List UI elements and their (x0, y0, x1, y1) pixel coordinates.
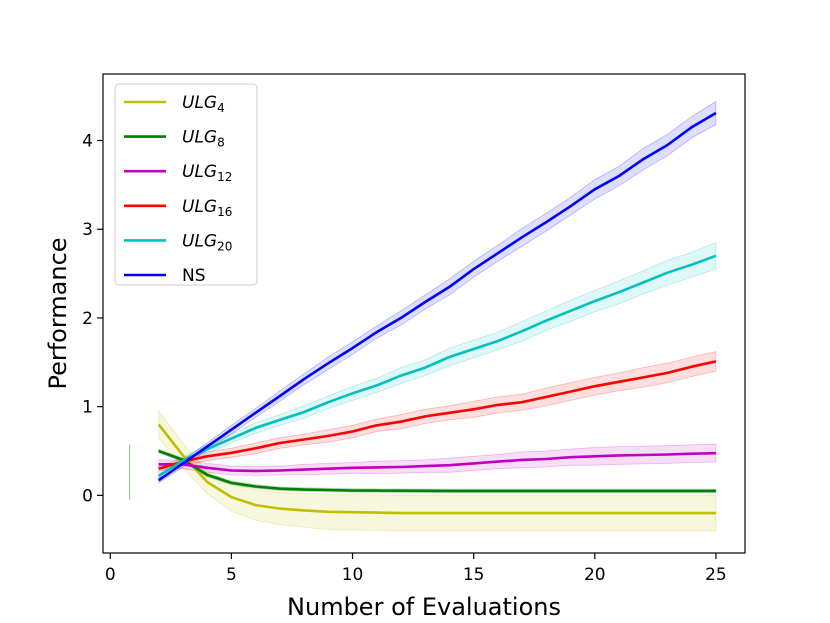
y-axis-ticks: 0 1 2 3 4 (82, 132, 103, 506)
legend-label: NS (182, 266, 206, 286)
x-axis-label: Number of Evaluations (287, 593, 561, 621)
y-tick-label: 4 (82, 132, 93, 152)
band-ulg12 (158, 443, 717, 476)
series-line-ns (157, 111, 717, 482)
legend-label: ULG12 (182, 162, 232, 184)
legend-label: ULG20 (182, 231, 232, 253)
x-tick-label: 0 (105, 565, 116, 585)
y-tick-label: 3 (82, 220, 93, 240)
band-ulg4 (158, 409, 717, 532)
x-tick-label: 10 (342, 565, 364, 585)
x-axis-ticks: 0 5 10 15 20 25 (105, 553, 727, 585)
legend-box (114, 83, 258, 286)
series-line-ulg20 (158, 254, 717, 477)
band-ulg8 (158, 448, 717, 494)
band-ulg20 (158, 241, 717, 480)
x-tick-label: 25 (705, 565, 727, 585)
series-line-ulg16 (158, 360, 717, 470)
series-lines (157, 111, 717, 515)
x-tick-label: 15 (463, 565, 485, 585)
y-tick-label: 2 (82, 309, 93, 329)
plot-frame (102, 73, 746, 554)
series-line-ulg4 (157, 423, 716, 515)
y-tick-label: 0 (82, 486, 93, 506)
legend-label: ULG4 (182, 93, 225, 115)
x-tick-label: 5 (226, 565, 237, 585)
y-tick-label: 1 (82, 398, 93, 418)
legend: ULG4 ULG8 ULG12 ULG16 ULG20 NS (114, 83, 258, 286)
band-ns (158, 100, 717, 484)
legend-label: ULG16 (182, 197, 232, 219)
series-line-ulg12 (158, 451, 716, 473)
series-line-ulg8 (158, 449, 716, 493)
x-tick-label: 20 (584, 565, 606, 585)
legend-label: ULG8 (182, 128, 225, 150)
y-axis-label: Performance (44, 237, 72, 389)
